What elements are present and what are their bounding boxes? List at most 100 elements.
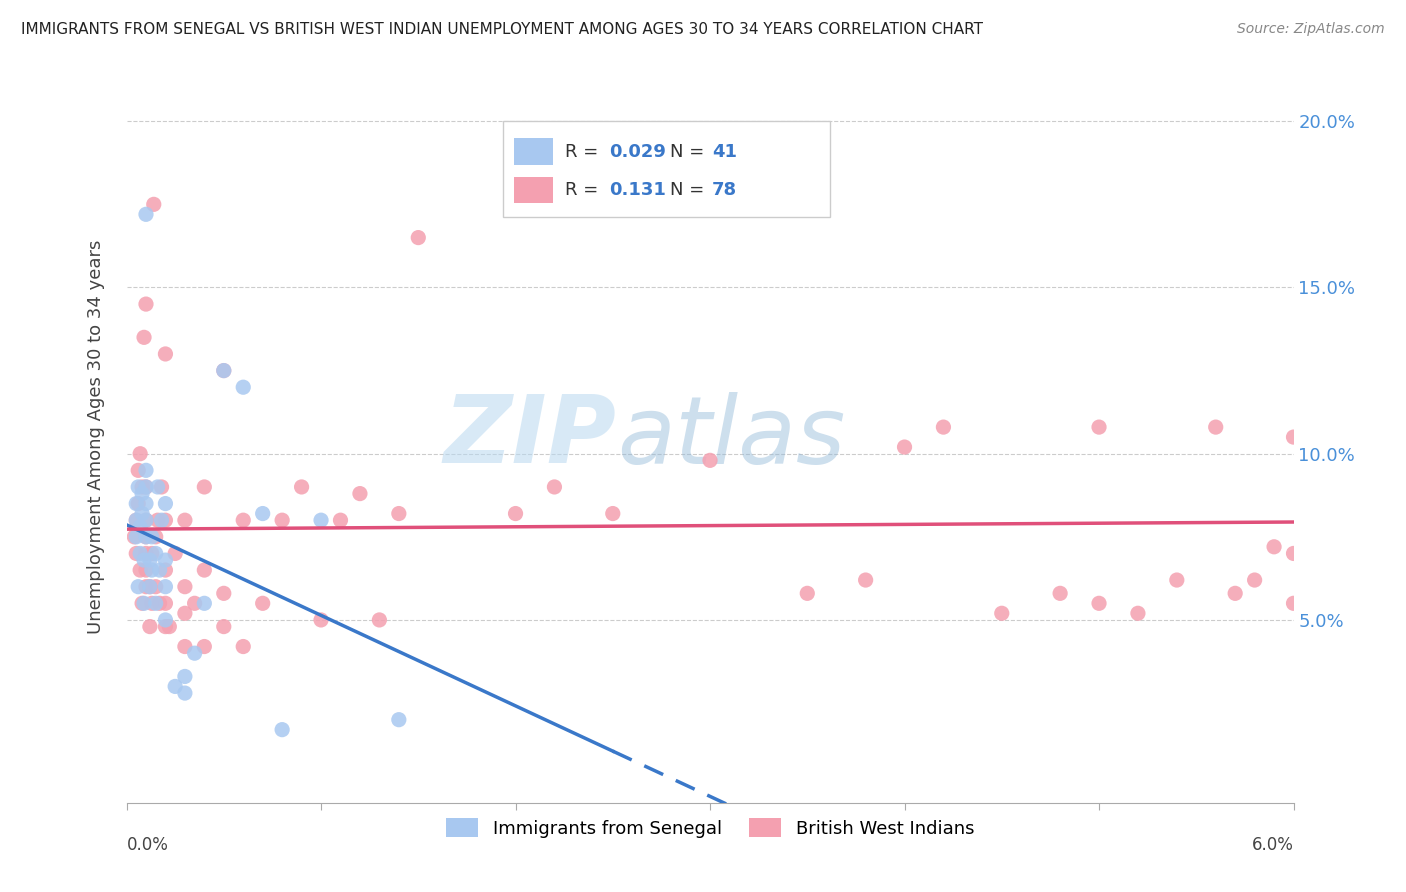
Point <box>132 553 155 567</box>
Point <box>212 586 235 600</box>
Text: 0.029: 0.029 <box>610 143 666 161</box>
Point <box>155 563 177 577</box>
Point <box>183 646 205 660</box>
Point <box>232 640 254 654</box>
Point <box>135 207 157 221</box>
Point <box>150 480 173 494</box>
Point <box>165 546 187 560</box>
Point <box>131 480 153 494</box>
Point <box>125 497 148 511</box>
Point <box>388 713 411 727</box>
Point <box>932 420 955 434</box>
Point <box>135 480 157 494</box>
Point <box>290 480 312 494</box>
Point <box>127 497 149 511</box>
Point <box>125 546 148 560</box>
Text: atlas: atlas <box>617 392 845 483</box>
Point <box>174 640 197 654</box>
Point <box>142 197 165 211</box>
Point <box>309 613 332 627</box>
Point <box>125 530 148 544</box>
Point <box>174 580 197 594</box>
Point <box>893 440 915 454</box>
Legend: Immigrants from Senegal, British West Indians: Immigrants from Senegal, British West In… <box>439 811 981 845</box>
Text: N =: N = <box>671 181 710 199</box>
Point <box>146 513 169 527</box>
Point <box>1282 546 1305 560</box>
Point <box>155 619 177 633</box>
Point <box>271 723 294 737</box>
Point <box>756 131 779 145</box>
Point <box>1049 586 1071 600</box>
Point <box>125 513 148 527</box>
Point <box>135 546 157 560</box>
Point <box>1126 607 1149 621</box>
Point <box>155 596 177 610</box>
Point <box>141 563 163 577</box>
Point <box>155 580 177 594</box>
Text: 6.0%: 6.0% <box>1251 836 1294 854</box>
Point <box>174 513 197 527</box>
Point <box>309 513 332 527</box>
Point <box>183 596 205 610</box>
Point <box>193 596 215 610</box>
Point <box>135 297 157 311</box>
Text: 0.131: 0.131 <box>610 181 666 199</box>
Point <box>131 596 153 610</box>
Point <box>165 680 187 694</box>
Point <box>232 513 254 527</box>
Point <box>157 619 180 633</box>
Point <box>127 480 149 494</box>
Point <box>174 669 197 683</box>
Point <box>1243 573 1265 587</box>
Point <box>139 619 162 633</box>
Point <box>135 480 157 494</box>
Point <box>174 607 197 621</box>
Point <box>131 507 153 521</box>
Point <box>135 513 157 527</box>
Point <box>132 596 155 610</box>
Point <box>135 530 157 544</box>
Point <box>141 530 163 544</box>
Point <box>193 563 215 577</box>
Point <box>1263 540 1285 554</box>
Point <box>127 463 149 477</box>
Point <box>212 619 235 633</box>
Point <box>125 513 148 527</box>
Point <box>212 363 235 377</box>
Point <box>271 513 294 527</box>
Point <box>155 513 177 527</box>
Text: 0.0%: 0.0% <box>127 836 169 854</box>
Point <box>796 586 818 600</box>
Point <box>990 607 1012 621</box>
Point <box>149 563 172 577</box>
Y-axis label: Unemployment Among Ages 30 to 34 years: Unemployment Among Ages 30 to 34 years <box>87 240 105 634</box>
Point <box>124 530 146 544</box>
Text: N =: N = <box>671 143 710 161</box>
Point <box>232 380 254 394</box>
Point <box>1282 430 1305 444</box>
Point <box>127 580 149 594</box>
Point <box>135 563 157 577</box>
Point <box>1088 596 1111 610</box>
Point <box>155 347 177 361</box>
Text: IMMIGRANTS FROM SENEGAL VS BRITISH WEST INDIAN UNEMPLOYMENT AMONG AGES 30 TO 34 : IMMIGRANTS FROM SENEGAL VS BRITISH WEST … <box>21 22 983 37</box>
Text: ZIP: ZIP <box>444 391 617 483</box>
Point <box>129 447 152 461</box>
Point <box>139 580 162 594</box>
Point <box>212 363 235 377</box>
Text: R =: R = <box>565 181 609 199</box>
Text: R =: R = <box>565 143 603 161</box>
Point <box>155 553 177 567</box>
Point <box>146 480 169 494</box>
Point <box>388 507 411 521</box>
Point <box>699 453 721 467</box>
Point <box>145 596 167 610</box>
Point <box>193 480 215 494</box>
Point <box>408 230 430 244</box>
Point <box>129 520 152 534</box>
Point <box>149 596 172 610</box>
Point <box>135 580 157 594</box>
Point <box>855 573 877 587</box>
Point <box>139 580 162 594</box>
